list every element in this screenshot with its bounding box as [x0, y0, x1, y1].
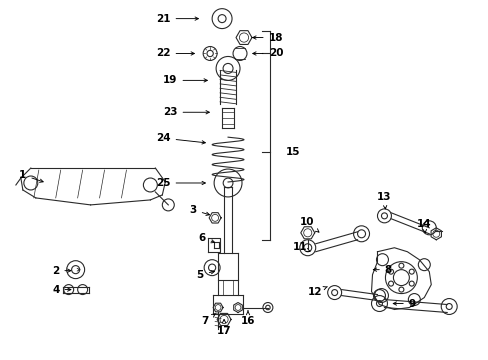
Text: 13: 13 [376, 192, 391, 209]
Text: 22: 22 [156, 49, 194, 58]
Text: 4: 4 [52, 284, 71, 294]
Text: 17: 17 [216, 319, 231, 336]
Text: 19: 19 [163, 75, 207, 85]
Text: 18: 18 [252, 32, 283, 42]
Text: 3: 3 [189, 205, 209, 215]
Text: 6: 6 [198, 233, 214, 243]
Text: 24: 24 [156, 133, 205, 144]
Text: 1: 1 [19, 170, 43, 182]
Text: 15: 15 [285, 147, 300, 157]
Text: 23: 23 [163, 107, 209, 117]
Text: 11: 11 [292, 242, 309, 252]
Text: 16: 16 [240, 311, 255, 327]
Text: 8: 8 [372, 265, 391, 275]
Text: 25: 25 [156, 178, 205, 188]
Text: 9: 9 [392, 298, 415, 309]
Text: 2: 2 [52, 266, 71, 276]
Text: 21: 21 [156, 14, 198, 24]
Text: 14: 14 [416, 219, 431, 233]
Text: 10: 10 [299, 217, 318, 232]
Text: 5: 5 [196, 270, 214, 280]
Text: 20: 20 [252, 49, 283, 58]
Text: 12: 12 [307, 287, 326, 297]
Text: 7: 7 [201, 314, 215, 327]
